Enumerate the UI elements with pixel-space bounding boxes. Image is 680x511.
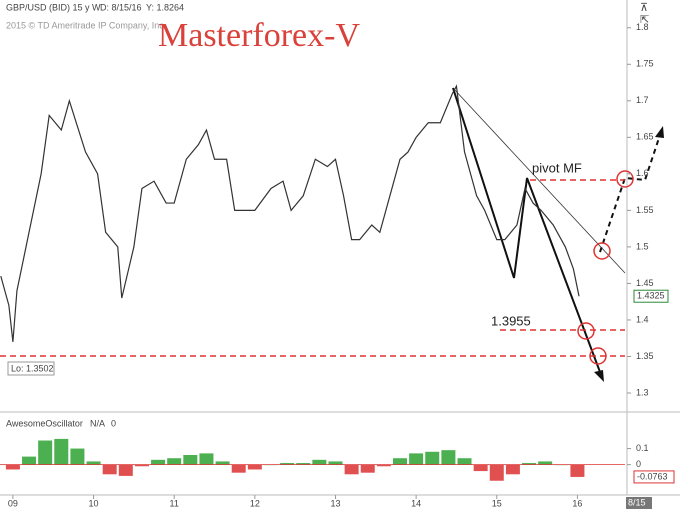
y-tick-label: 1.8	[636, 22, 649, 32]
oscillator-bar	[151, 459, 166, 465]
oscillator-bar	[38, 440, 53, 465]
value-tag-label: -0.0763	[637, 471, 668, 481]
oscillator-bar	[167, 458, 182, 465]
copyright: 2015 © TD Ameritrade IP Company, Inc.	[6, 20, 166, 30]
oscillator-bar	[538, 461, 553, 465]
x-tick-label: 16	[572, 498, 582, 508]
target-label: 1.3955	[491, 313, 531, 328]
oscillator-bar	[296, 463, 311, 465]
oscillator-bar	[86, 461, 101, 465]
oscillator-bar	[102, 464, 117, 475]
oscillator-bar	[425, 451, 440, 465]
y-tick-label: 1.35	[636, 351, 654, 361]
chart-title: Masterforex-V	[158, 17, 360, 54]
arrow-head	[655, 126, 664, 138]
icon[interactable]: ⇱	[640, 14, 649, 26]
y-tick-label: 0	[636, 459, 641, 469]
y-tick-label: 1.65	[636, 132, 654, 142]
oscillator-bar	[247, 464, 262, 470]
oscillator-bar	[441, 450, 456, 465]
oscillator-bar	[360, 464, 375, 473]
oscillator-bar	[199, 453, 214, 465]
x-tick-label: 10	[89, 498, 99, 508]
date-tag	[626, 497, 652, 509]
y-tick-label: 1.5	[636, 241, 649, 251]
oscillator-bar	[22, 456, 37, 465]
icon[interactable]: ⊼	[640, 2, 648, 14]
oscillator-bar	[5, 464, 20, 470]
oscillator-bar	[409, 453, 424, 465]
date: D: 8/15/16	[100, 2, 142, 12]
symbol: GBP/USD (BID) 15 y W	[6, 2, 101, 12]
oscillator-bar	[473, 464, 488, 472]
oscillator-bar	[231, 464, 246, 473]
annotations	[0, 87, 664, 382]
arrow-head	[594, 370, 604, 382]
date-tag-label: 8/15	[628, 497, 646, 507]
oscillator-param: N/A	[90, 418, 105, 428]
oscillator-bar	[570, 464, 585, 477]
oscillator-bar	[522, 463, 537, 465]
low-tag	[7, 361, 55, 376]
y-tick-label: 0.1	[636, 443, 649, 453]
oscillator-bar	[118, 464, 133, 476]
oscillator-bar	[457, 458, 472, 465]
y-tick-label: 1.45	[636, 278, 654, 288]
low-label: Lo: 1.3502	[11, 363, 54, 373]
oscillator-bar	[183, 455, 198, 465]
forecast-line	[599, 134, 661, 253]
y-tick-label: 1.6	[636, 168, 649, 178]
oscillator-bar	[505, 464, 520, 475]
x-tick-label: 15	[492, 498, 502, 508]
oscillator-bar	[215, 461, 230, 465]
oscillator-bar	[312, 459, 327, 465]
value-tag	[633, 470, 675, 484]
x-tick-label: 14	[411, 498, 421, 508]
oscillator-bar	[393, 458, 407, 465]
oscillator-title: AwesomeOscillator	[6, 418, 83, 428]
marker-circle	[589, 347, 607, 365]
y-tick-label: 1.55	[636, 205, 654, 215]
wave-line	[452, 87, 601, 373]
x-tick-label: 09	[8, 498, 18, 508]
oscillator-bar	[54, 438, 69, 465]
oscillator-bar	[328, 461, 343, 465]
price-line	[0, 84, 580, 342]
cursor: Y: 1.8264	[146, 2, 184, 12]
x-tick-label: 13	[330, 498, 340, 508]
marker-circle	[616, 170, 634, 188]
marker-circle	[593, 242, 611, 260]
price-tag	[633, 289, 669, 303]
oscillator-bar	[344, 464, 359, 475]
trend-line	[452, 87, 626, 274]
y-tick-label: 1.3	[636, 387, 649, 397]
price-tag-label: 1.4325	[637, 291, 665, 301]
oscillator-bar	[376, 464, 391, 467]
x-tick-label: 11	[170, 498, 179, 508]
marker-circle	[577, 322, 595, 340]
y-tick-label: 1.4	[636, 314, 649, 324]
oscillator-bar	[70, 448, 85, 465]
y-tick-label: 1.7	[636, 95, 649, 105]
y-tick-label: 1.75	[636, 59, 654, 69]
oscillator-bar	[134, 464, 149, 467]
oscillator-param: 0	[111, 418, 116, 428]
oscillator-bar	[489, 464, 504, 481]
x-tick-label: 12	[250, 498, 260, 508]
oscillator-bar	[280, 463, 295, 465]
pivot-label: pivot MF	[532, 160, 582, 175]
